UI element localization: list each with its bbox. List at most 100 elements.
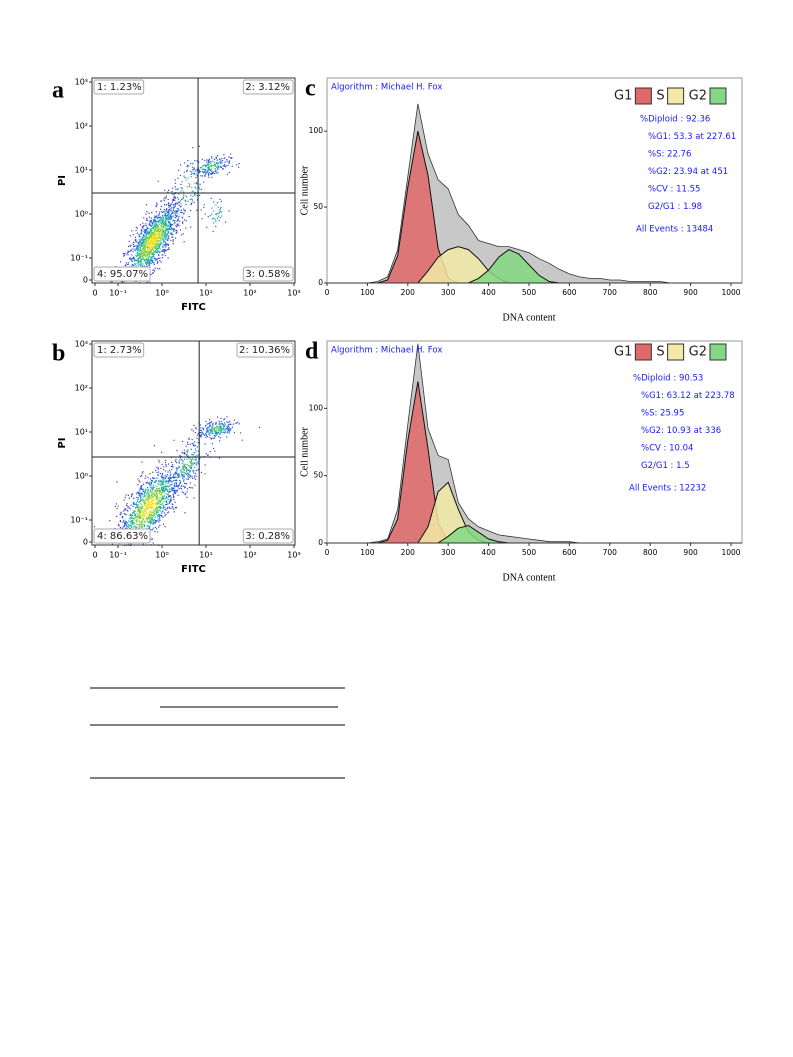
event-dot <box>159 472 161 475</box>
event-dot <box>211 172 213 175</box>
event-dot <box>198 171 200 173</box>
event-dot <box>144 237 146 240</box>
event-dot <box>168 496 170 498</box>
event-dot <box>160 230 162 232</box>
event-dot <box>155 224 157 226</box>
event-dot <box>164 252 166 254</box>
event-dot <box>152 507 154 509</box>
event-dot <box>153 518 155 521</box>
event-dot <box>140 259 142 261</box>
event-dot <box>169 479 171 481</box>
event-dot <box>151 491 153 494</box>
event-dot <box>133 526 135 528</box>
event-dot <box>177 208 179 210</box>
event-dot <box>160 502 162 504</box>
event-dot <box>150 273 152 276</box>
event-dot <box>133 241 135 243</box>
event-dot <box>206 172 208 174</box>
event-dot <box>147 239 149 242</box>
event-dot <box>157 250 159 252</box>
event-dot <box>125 514 127 516</box>
event-dot <box>161 486 163 488</box>
event-dot <box>160 217 162 219</box>
event-dot <box>204 473 206 475</box>
event-dot <box>152 527 154 529</box>
event-dot <box>149 481 151 483</box>
event-dot <box>179 455 181 457</box>
event-dot <box>159 510 161 512</box>
event-dot <box>186 478 188 480</box>
event-dot <box>137 497 139 499</box>
event-dot <box>152 255 154 257</box>
event-dot <box>147 245 149 247</box>
event-dot <box>143 549 144 550</box>
event-dot <box>126 504 128 506</box>
event-dot <box>214 170 216 172</box>
event-dot <box>149 258 151 260</box>
event-dot <box>145 513 147 515</box>
event-dot <box>156 259 158 261</box>
event-dot <box>148 216 150 218</box>
event-dot <box>132 503 135 505</box>
event-dot <box>153 511 155 513</box>
event-dot <box>161 200 163 202</box>
event-dot <box>166 488 168 490</box>
event-dot <box>169 477 171 479</box>
event-dot <box>175 459 177 461</box>
event-dot <box>170 497 172 499</box>
event-dot <box>137 524 140 526</box>
event-dot <box>168 214 170 216</box>
event-dot <box>156 239 158 241</box>
event-dot <box>139 525 141 527</box>
event-dot <box>126 525 128 527</box>
event-dot <box>138 520 140 522</box>
event-dot <box>93 526 96 528</box>
event-dot <box>185 200 187 202</box>
event-dot <box>196 199 199 201</box>
event-dot <box>155 485 157 487</box>
event-dot <box>159 229 162 231</box>
event-dot <box>167 212 169 214</box>
event-dot <box>170 233 172 235</box>
event-dot <box>142 227 144 229</box>
event-dot <box>191 201 193 203</box>
event-dot <box>146 230 148 232</box>
event-dot <box>129 258 131 260</box>
event-dot <box>135 241 137 243</box>
event-dot <box>202 168 204 170</box>
event-dot <box>190 173 192 175</box>
event-dot <box>159 504 161 506</box>
event-dot <box>156 234 158 236</box>
event-dot <box>186 450 188 452</box>
event-dot <box>153 250 155 252</box>
event-dot <box>137 261 139 263</box>
x-tick-label: 10⁻¹ <box>109 551 127 560</box>
event-dot <box>157 487 159 489</box>
event-dot <box>218 420 220 422</box>
event-dot <box>151 261 153 263</box>
event-dot <box>142 237 144 239</box>
event-dot <box>227 164 229 167</box>
event-dot <box>151 221 153 223</box>
event-dot <box>171 224 173 226</box>
event-dot <box>208 432 210 434</box>
event-dot <box>209 421 211 424</box>
event-dot <box>218 211 220 213</box>
event-dot <box>145 261 147 263</box>
event-dot <box>131 494 133 496</box>
event-dot <box>214 165 216 167</box>
event-dot <box>166 504 168 506</box>
event-dot <box>173 496 175 499</box>
event-dot <box>214 431 216 434</box>
event-dot <box>139 500 141 502</box>
event-dot <box>138 301 139 302</box>
event-dot <box>205 425 207 427</box>
event-dot <box>169 205 171 207</box>
event-dot <box>148 493 150 495</box>
event-dot <box>126 503 128 505</box>
event-dot <box>127 553 128 554</box>
event-dot <box>149 224 151 226</box>
event-dot <box>196 169 198 171</box>
event-dot <box>131 260 134 262</box>
event-dot <box>144 245 146 247</box>
